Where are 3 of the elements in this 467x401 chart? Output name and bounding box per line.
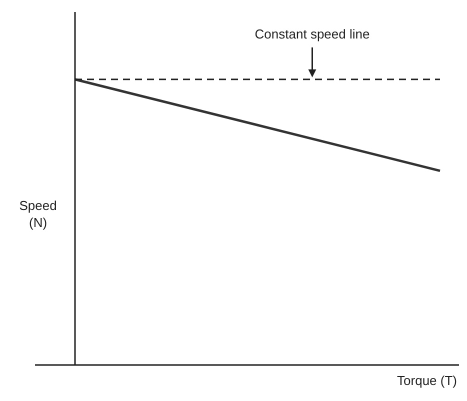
y-axis-title: Speed (N) xyxy=(19,198,57,230)
x-axis-title: Torque (T) xyxy=(397,373,457,388)
ref-line-label: Constant speed line xyxy=(254,26,370,42)
